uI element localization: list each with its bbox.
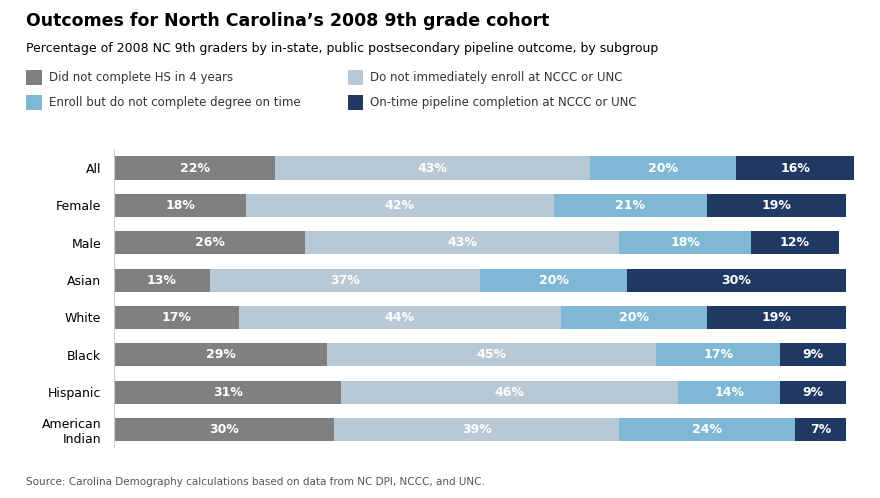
Text: 18%: 18% (671, 236, 700, 249)
Text: 42%: 42% (385, 199, 414, 212)
Text: 17%: 17% (703, 348, 733, 362)
Text: Did not complete HS in 4 years: Did not complete HS in 4 years (49, 71, 233, 84)
Text: 21%: 21% (615, 199, 645, 212)
Text: 19%: 19% (762, 199, 792, 212)
Text: Do not immediately enroll at NCCC or UNC: Do not immediately enroll at NCCC or UNC (370, 71, 623, 84)
Bar (341, 380, 678, 404)
Text: Source: Carolina Demography calculations based on data from NC DPI, NCCC, and UN: Source: Carolina Demography calculations… (26, 477, 485, 487)
Bar (708, 306, 847, 329)
Text: 26%: 26% (194, 236, 224, 249)
Text: 44%: 44% (385, 311, 414, 324)
Text: 7%: 7% (810, 423, 832, 436)
Bar (114, 306, 238, 329)
Bar (590, 156, 737, 180)
Bar (554, 194, 708, 217)
Text: 45%: 45% (476, 348, 506, 362)
Bar (781, 343, 847, 367)
Bar (209, 268, 480, 292)
Text: 43%: 43% (447, 236, 477, 249)
Text: 16%: 16% (780, 161, 810, 175)
Text: 37%: 37% (330, 273, 360, 287)
Bar (114, 380, 341, 404)
Bar (114, 156, 275, 180)
Text: 14%: 14% (715, 385, 744, 399)
Bar (246, 194, 554, 217)
Bar (275, 156, 590, 180)
Bar (752, 231, 839, 254)
Text: Outcomes for North Carolina’s 2008 9th grade cohort: Outcomes for North Carolina’s 2008 9th g… (26, 12, 550, 30)
Bar (238, 306, 561, 329)
Text: Enroll but do not complete degree on time: Enroll but do not complete degree on tim… (49, 96, 301, 109)
Text: 12%: 12% (780, 236, 810, 249)
Bar (620, 231, 752, 254)
Bar (114, 231, 304, 254)
Bar (678, 380, 781, 404)
Bar (620, 418, 795, 441)
Text: 19%: 19% (762, 311, 792, 324)
Bar (114, 343, 326, 367)
Text: 18%: 18% (165, 199, 195, 212)
Bar (627, 268, 847, 292)
Bar (326, 343, 656, 367)
Bar (334, 418, 620, 441)
Text: 20%: 20% (619, 311, 649, 324)
Bar (114, 194, 246, 217)
Text: Percentage of 2008 NC 9th graders by in-state, public postsecondary pipeline out: Percentage of 2008 NC 9th graders by in-… (26, 42, 658, 55)
Text: 31%: 31% (213, 385, 243, 399)
Bar (795, 418, 847, 441)
Text: 30%: 30% (209, 423, 239, 436)
Bar (561, 306, 708, 329)
Text: 20%: 20% (649, 161, 678, 175)
Bar (114, 268, 209, 292)
Bar (480, 268, 627, 292)
Bar (781, 380, 847, 404)
Text: 29%: 29% (206, 348, 236, 362)
Text: 39%: 39% (462, 423, 492, 436)
Text: 9%: 9% (803, 348, 824, 362)
Text: 43%: 43% (418, 161, 448, 175)
Text: 17%: 17% (162, 311, 192, 324)
Bar (737, 156, 854, 180)
Text: 30%: 30% (722, 273, 752, 287)
Text: 46%: 46% (495, 385, 524, 399)
Bar (708, 194, 847, 217)
Text: On-time pipeline completion at NCCC or UNC: On-time pipeline completion at NCCC or U… (370, 96, 637, 109)
Bar (656, 343, 781, 367)
Bar (304, 231, 620, 254)
Text: 20%: 20% (539, 273, 568, 287)
Text: 9%: 9% (803, 385, 824, 399)
Bar (114, 418, 334, 441)
Text: 24%: 24% (693, 423, 722, 436)
Text: 22%: 22% (180, 161, 210, 175)
Text: 13%: 13% (147, 273, 177, 287)
